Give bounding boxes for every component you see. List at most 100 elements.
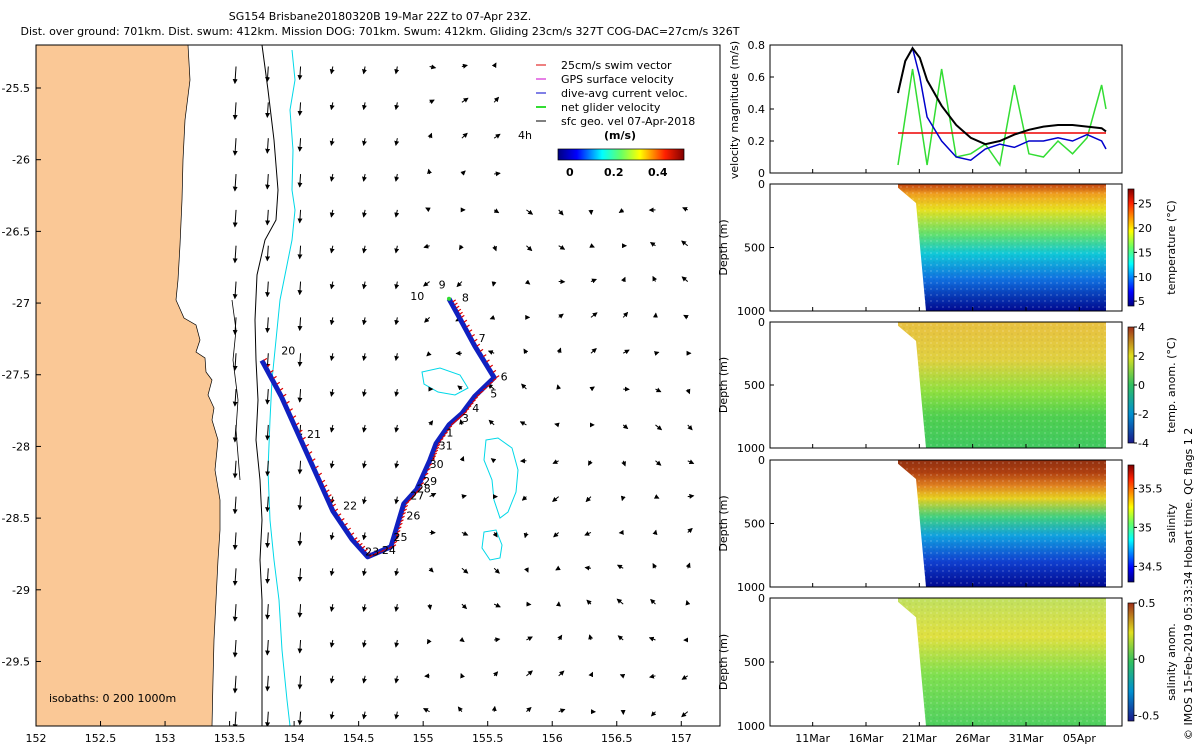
swim-vector (337, 513, 342, 517)
map-xtick-label: 156 (542, 732, 563, 745)
surface-velocity-arrow (526, 209, 534, 215)
colorbar-label: temp. anom. (°C) (1165, 337, 1178, 433)
surface-velocity-arrow (491, 62, 497, 69)
swim-vector (452, 299, 457, 303)
isobath-note: isobaths: 0 200 1000m (49, 692, 176, 705)
swim-vector (476, 393, 481, 397)
section-ytick-label: 0 (758, 592, 765, 605)
swim-vector (282, 393, 287, 397)
map-xtick-label: 154.5 (343, 732, 375, 745)
surface-velocity-arrow (429, 64, 437, 70)
dive-label: 8 (462, 292, 469, 305)
surface-velocity-arrow (427, 604, 433, 610)
colorbar-label: salinity (1165, 503, 1178, 543)
surface-velocity-arrow (329, 675, 335, 684)
surface-velocity-arrow (232, 460, 238, 479)
swim-vector (364, 548, 368, 552)
speed-tick-1: 0.2 (604, 166, 624, 179)
velocity-line-dive_avg (897, 46, 1107, 162)
section-data-texture (898, 598, 1106, 726)
surface-velocity-arrow (683, 314, 689, 320)
swim-vector (369, 554, 374, 558)
swim-vector (420, 482, 425, 486)
surface-velocity-arrow (493, 208, 500, 214)
swim-vector (459, 311, 463, 315)
colorbar-tick-label: -0.5 (1138, 709, 1159, 722)
surface-velocity-arrow (265, 460, 271, 477)
section-ytick-label: 500 (744, 379, 765, 392)
surface-velocity-arrow (232, 389, 238, 407)
swim-vector (489, 381, 494, 385)
swim-vector (482, 354, 487, 358)
swim-vector (455, 305, 460, 309)
swim-vector (359, 542, 363, 546)
dive-label: 5 (490, 388, 497, 401)
section-colorbar (1127, 464, 1135, 583)
section-data-texture (898, 322, 1106, 448)
colorbar-tick-label: 2 (1138, 350, 1145, 363)
surface-velocity-arrow (429, 492, 437, 498)
surface-velocity-arrow (422, 708, 430, 713)
speed-colorbar (557, 148, 685, 161)
swim-vector (332, 503, 337, 507)
surface-velocity-arrow (556, 384, 562, 390)
surface-velocity-arrow (265, 281, 271, 298)
surface-velocity-arrow (297, 281, 303, 296)
section-ylabel: Depth (m) (717, 357, 730, 413)
section-colorbar (1127, 188, 1135, 307)
surface-velocity-arrow (584, 565, 592, 571)
time-tick-label: 26Mar (955, 732, 990, 745)
swim-vector (436, 443, 441, 447)
surface-velocity-arrow (265, 209, 271, 226)
colorbar-tick-label: -4 (1138, 437, 1149, 450)
surface-velocity-arrow (329, 460, 335, 469)
surface-velocity-arrow (426, 351, 432, 357)
surface-velocity-arrow (423, 243, 430, 249)
surface-velocity-arrow (655, 387, 662, 393)
swim-vector (492, 369, 497, 373)
surface-velocity-arrow (427, 132, 433, 139)
velocity-ytick-label: 0.6 (748, 71, 766, 84)
swim-vector (439, 437, 444, 441)
surface-velocity-arrow (620, 495, 626, 502)
surface-velocity-arrow (297, 389, 303, 403)
surface-velocity-arrow (493, 133, 501, 139)
isobath-200m (267, 49, 296, 726)
map-ytick-label: -27.5 (2, 369, 30, 382)
swim-vector (409, 496, 414, 500)
section-colorbar (1127, 326, 1135, 444)
swim-vector (457, 308, 462, 312)
swim-vector (377, 550, 381, 554)
surface-velocity-arrow (558, 670, 565, 677)
surface-velocity-arrow (457, 385, 463, 391)
swim-vector (292, 415, 297, 419)
surface-velocity-arrow (362, 639, 367, 648)
surface-velocity-arrow (297, 711, 303, 726)
time-axis: 11Mar 16Mar 21Mar 26Mar 31Mar 05Apr (795, 169, 1096, 745)
swim-vector (471, 334, 475, 338)
surface-velocity-arrow (362, 460, 367, 469)
swim-vector (434, 449, 439, 453)
surface-velocity-arrow (297, 317, 303, 332)
section-temperature: 0 500 1000 Depth (m) 5 10 15 20 25 temperature (°… (717, 178, 1178, 318)
surface-velocity-arrow (584, 531, 592, 536)
surface-velocity-arrow (558, 708, 566, 714)
surface-velocity-arrow (681, 240, 689, 247)
surface-velocity-arrow (526, 245, 533, 252)
velocity-ytick-label: 0.8 (748, 39, 766, 52)
surface-velocity-arrow (265, 532, 271, 549)
surface-velocity-arrow (265, 138, 271, 154)
swim-vector (318, 472, 323, 476)
swim-vector (411, 494, 416, 498)
surface-velocity-arrow (265, 102, 271, 118)
dive-label: 21 (307, 428, 321, 441)
dive-label: 30 (430, 458, 444, 471)
surface-velocity-arrow (523, 532, 529, 539)
surface-velocity-arrow (232, 209, 238, 228)
dive-label: 20 (281, 345, 295, 358)
surface-velocity-arrow (297, 245, 303, 260)
surface-velocity-arrow (232, 281, 238, 300)
colorbar-tick-label: -2 (1138, 408, 1149, 421)
surface-velocity-arrow (362, 424, 367, 433)
